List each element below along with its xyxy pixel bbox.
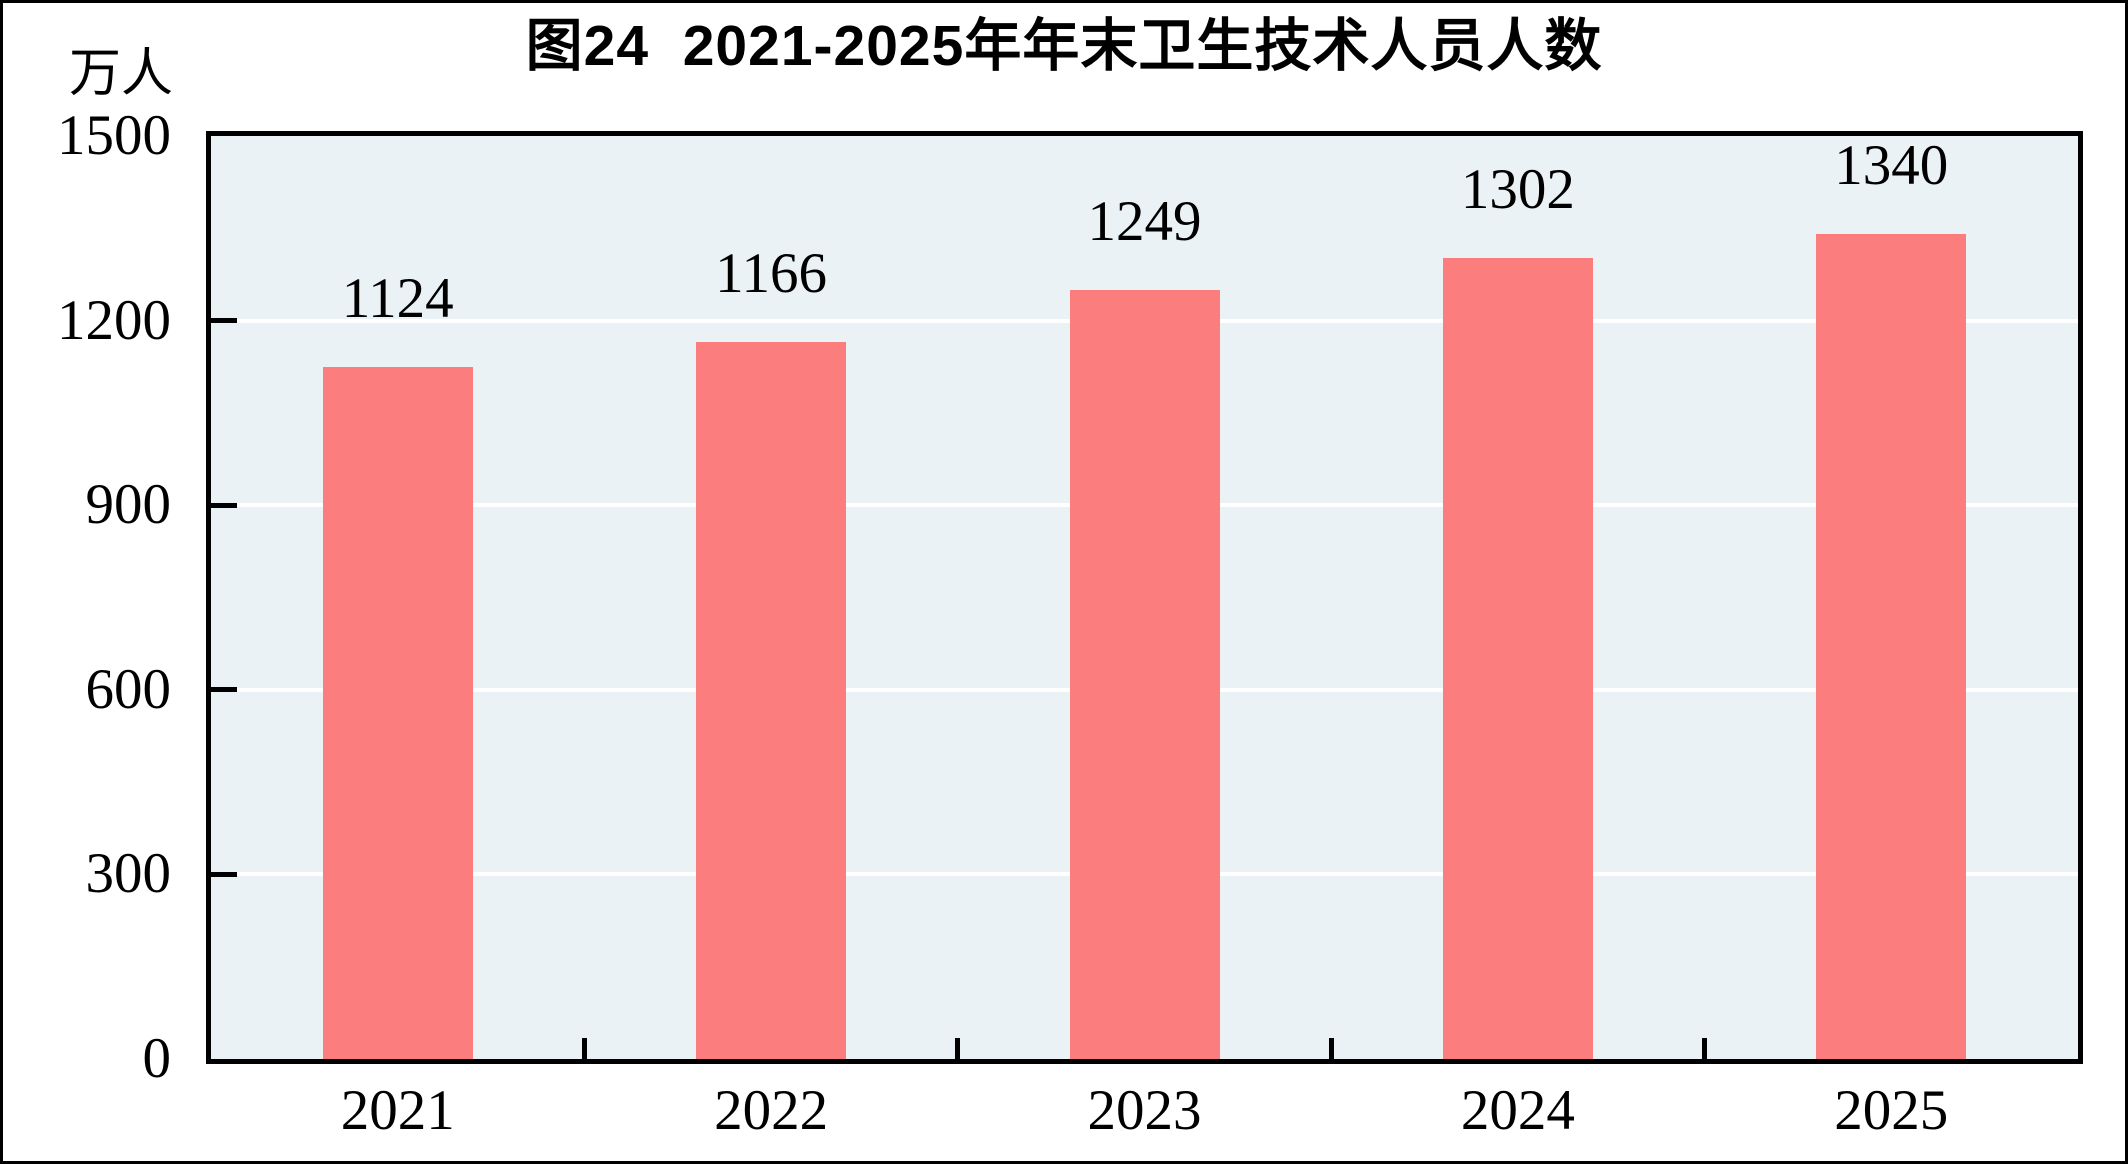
y-axis-tick-900 [211, 502, 237, 508]
x-axis-tick-1 [581, 1038, 587, 1059]
x-tick-label-2024: 2024 [1460, 1079, 1575, 1142]
y-axis-tick-600 [211, 687, 237, 693]
plot-inner: 1124 1166 1249 1302 1340 [211, 134, 2078, 1059]
y-tick-label-600: 600 [85, 657, 172, 721]
y-tick-label-300: 300 [85, 842, 172, 906]
bar-2021 [322, 367, 473, 1059]
plot-area: 1124 1166 1249 1302 1340 [206, 131, 2083, 1064]
x-tick-label-2023: 2023 [1087, 1079, 1202, 1142]
x-axis-tick-4 [1702, 1038, 1708, 1059]
bar-value-label-2021: 1124 [341, 267, 454, 331]
bar-value-label-2023: 1249 [1087, 190, 1202, 254]
y-tick-label-1500: 1500 [57, 104, 171, 167]
chart-title: 图24 2021-2025年年末卫生技术人员人数 [525, 14, 1603, 78]
y-tick-label-1200: 1200 [57, 288, 171, 352]
x-tick-label-2021: 2021 [340, 1079, 455, 1142]
bar-2024 [1442, 257, 1593, 1059]
y-tick-label-900: 900 [85, 473, 172, 537]
bar-2023 [1069, 290, 1220, 1059]
x-tick-label-2022: 2022 [714, 1079, 829, 1142]
bar-value-label-2025: 1340 [1834, 134, 1949, 198]
y-axis-unit-label: 万人 [68, 46, 173, 103]
y-axis-tick-300 [211, 871, 237, 877]
x-axis-tick-2 [955, 1038, 961, 1059]
x-tick-label-2025: 2025 [1834, 1079, 1949, 1142]
y-tick-label-0: 0 [142, 1027, 172, 1090]
bar-value-label-2022: 1166 [715, 241, 828, 305]
bar-value-label-2024: 1302 [1460, 157, 1575, 221]
x-axis-tick-3 [1328, 1038, 1334, 1059]
bar-2025 [1816, 234, 1967, 1059]
bar-2022 [696, 341, 847, 1059]
y-axis-tick-1200 [211, 318, 237, 324]
